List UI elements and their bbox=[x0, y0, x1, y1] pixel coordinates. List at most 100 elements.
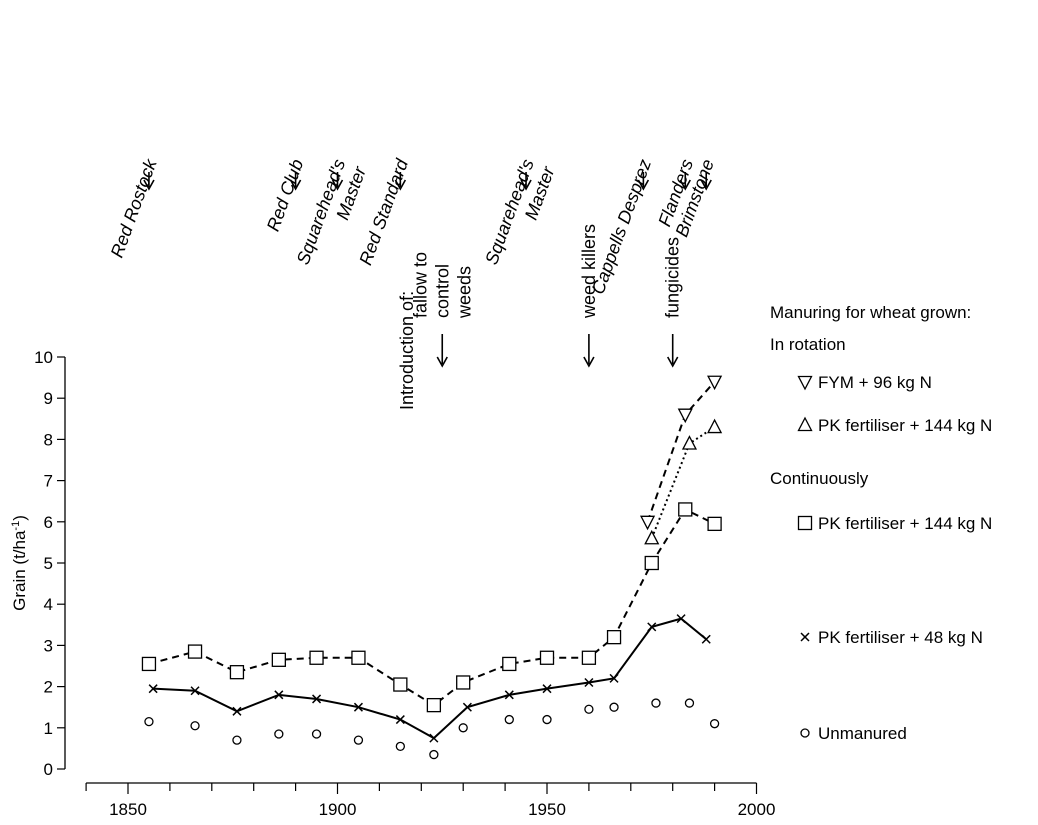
triangle-up-marker bbox=[644, 529, 660, 545]
series-circle bbox=[144, 698, 720, 760]
y-tick-label: 5 bbox=[44, 554, 53, 573]
square-marker bbox=[678, 502, 693, 517]
square-marker bbox=[606, 630, 622, 645]
axes: 1850 1900 1950 2000 0 1 2 3 4 5 6 7 8 9 10 Grain (t/ha-… bbox=[10, 348, 775, 819]
x-tick-label: 1900 bbox=[319, 800, 357, 819]
circle-marker bbox=[429, 749, 439, 760]
legend-group-heading: Continuously bbox=[770, 469, 869, 488]
triangle-down-marker bbox=[639, 515, 656, 531]
legend-entry: PK fertiliser + 144 kg N bbox=[797, 514, 992, 533]
triangle-down-marker bbox=[677, 408, 693, 424]
square-marker bbox=[502, 656, 517, 672]
square-marker bbox=[797, 515, 813, 531]
legend-entry-label: PK fertiliser + 144 kg N bbox=[818, 514, 992, 533]
legend-entry: PK fertiliser + 144 kg N bbox=[797, 416, 992, 435]
y-axis-label: Grain (t/ha-1) bbox=[10, 515, 29, 611]
variety-arrow bbox=[520, 172, 532, 191]
y-tick-label: 9 bbox=[44, 389, 53, 408]
circle-marker bbox=[542, 714, 552, 725]
x-marker bbox=[148, 684, 158, 694]
x-marker bbox=[462, 702, 472, 712]
y-tick-label: 3 bbox=[44, 636, 53, 655]
x-marker bbox=[647, 622, 657, 632]
square-marker bbox=[187, 644, 203, 659]
legend-entry-label: PK fertiliser + 48 kg N bbox=[818, 628, 983, 647]
series-x bbox=[148, 614, 711, 743]
square-marker bbox=[141, 656, 157, 672]
circle-marker bbox=[684, 698, 695, 708]
triangle-up-marker bbox=[681, 435, 698, 450]
y-tick-label: 4 bbox=[44, 595, 53, 614]
variety-arrow bbox=[394, 172, 407, 191]
x-marker bbox=[542, 684, 552, 694]
variety-arrow bbox=[700, 172, 712, 191]
y-tick-label: 8 bbox=[44, 430, 53, 449]
y-tick-label: 1 bbox=[44, 719, 53, 738]
x-marker bbox=[504, 690, 514, 700]
x-marker bbox=[232, 706, 242, 716]
series-triangle-down bbox=[639, 375, 723, 531]
data-series bbox=[141, 375, 723, 760]
triangle-down-marker bbox=[797, 375, 813, 391]
circle-marker bbox=[609, 702, 619, 712]
introduction-label: fallow to bbox=[410, 252, 430, 318]
square-marker bbox=[581, 650, 597, 665]
legend-entry-label: Unmanured bbox=[818, 724, 907, 743]
circle-marker bbox=[274, 729, 284, 739]
triangle-down-marker bbox=[707, 375, 723, 391]
variety-arrow bbox=[679, 172, 691, 191]
x-marker bbox=[429, 733, 439, 743]
legend-group-heading: In rotation bbox=[770, 335, 846, 354]
x-tick-label: 1850 bbox=[109, 800, 147, 819]
legend-entry-label: FYM + 96 kg N bbox=[818, 373, 932, 392]
x-marker bbox=[676, 614, 686, 624]
y-tick-label: 0 bbox=[44, 760, 53, 779]
introduction-label: control bbox=[432, 264, 452, 318]
introduction-label: weed killers bbox=[579, 224, 599, 319]
circle-marker bbox=[709, 719, 720, 729]
series-triangle-up bbox=[644, 418, 723, 545]
x-marker bbox=[274, 690, 284, 700]
x-tick-label: 1950 bbox=[528, 800, 566, 819]
circle-marker bbox=[651, 698, 661, 708]
x-marker bbox=[800, 632, 810, 642]
triangle-up-marker bbox=[797, 416, 813, 432]
legend-entry: Unmanured bbox=[800, 724, 907, 743]
x-marker bbox=[353, 702, 363, 712]
annotations: Red Rostock Red ClubSquarehead'sMasterRed… bbox=[107, 156, 718, 410]
x-marker bbox=[395, 715, 405, 725]
x-marker bbox=[701, 634, 711, 644]
x-marker bbox=[312, 694, 322, 704]
introduction-heading: Introduction of: bbox=[397, 291, 417, 410]
circle-marker bbox=[311, 729, 322, 739]
circle-marker bbox=[458, 723, 468, 733]
x-tick-label: 2000 bbox=[738, 800, 776, 819]
x-marker bbox=[609, 673, 619, 683]
series-line bbox=[148, 508, 716, 707]
y-tick-label: 2 bbox=[44, 678, 53, 697]
square-marker bbox=[456, 675, 471, 690]
y-tick-label: 7 bbox=[44, 472, 53, 491]
series-line bbox=[646, 381, 716, 523]
variety-arrow bbox=[143, 172, 155, 191]
circle-marker bbox=[190, 721, 200, 731]
variety-label: Red Rostock bbox=[107, 156, 161, 261]
variety-arrow bbox=[637, 172, 650, 191]
variety-arrow bbox=[331, 172, 344, 191]
introduction-arrow bbox=[436, 334, 448, 368]
circle-marker bbox=[584, 704, 594, 714]
circle-marker bbox=[144, 716, 154, 727]
introduction-arrow bbox=[667, 334, 679, 368]
legend-title: Manuring for wheat grown: bbox=[770, 303, 971, 322]
square-marker bbox=[539, 650, 555, 665]
x-marker bbox=[584, 677, 594, 688]
series-square bbox=[141, 502, 722, 713]
square-marker bbox=[271, 652, 286, 667]
square-marker bbox=[351, 650, 366, 665]
variety-label: Red Club bbox=[263, 157, 307, 234]
circle-marker bbox=[232, 735, 242, 745]
square-marker bbox=[309, 650, 324, 665]
y-tick-label: 6 bbox=[44, 513, 53, 532]
square-marker bbox=[644, 555, 659, 571]
